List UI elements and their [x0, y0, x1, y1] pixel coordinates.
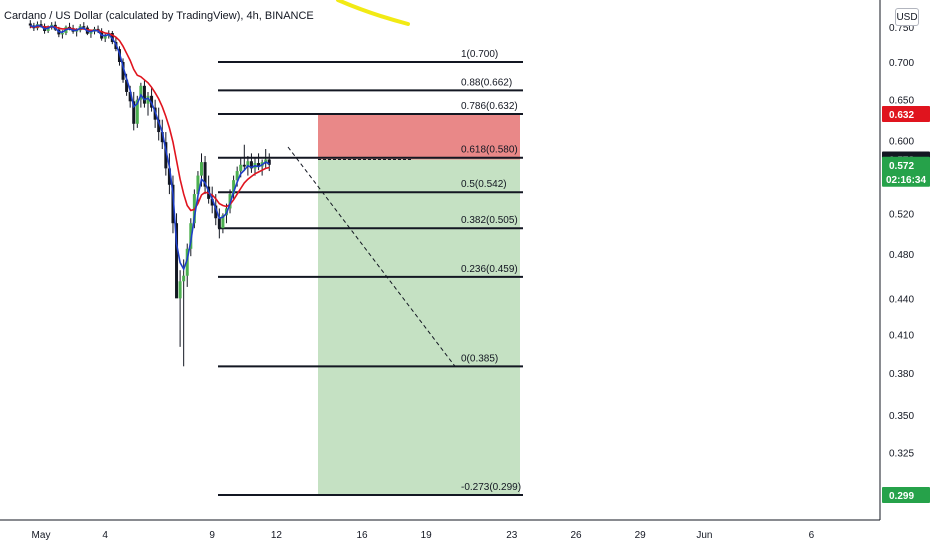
candle-body: [82, 26, 86, 28]
moving-averages: [30, 0, 410, 272]
currency-label: USD: [896, 11, 918, 23]
candle-body: [210, 198, 214, 206]
candle-body: [203, 162, 207, 187]
candle-body: [185, 248, 189, 276]
price-tick-label: 0.350: [889, 411, 914, 422]
time-tick-label: 12: [271, 530, 283, 541]
time-tick-label: 4: [102, 530, 108, 541]
fib-level-label: 1(0.700): [461, 49, 498, 60]
candle-body: [157, 119, 161, 133]
price-axis-bg: [880, 0, 932, 550]
candle-body: [267, 159, 271, 165]
candle-body: [246, 161, 250, 167]
time-tick-label: Jun: [696, 530, 712, 541]
symbol-legend[interactable]: Cardano / US Dollar (calculated by Tradi…: [4, 10, 314, 22]
time-tick-label: May: [32, 530, 51, 541]
countdown-label: 02:16:34: [886, 175, 926, 186]
candle-body: [146, 95, 150, 104]
price-tick-label: 0.410: [889, 330, 914, 341]
candle-body: [217, 218, 221, 229]
candle-body: [28, 23, 32, 26]
ma-blue-line: [30, 24, 270, 272]
candle-body: [182, 275, 186, 282]
candle-body: [132, 101, 136, 124]
price-badge-label: 0.299: [889, 491, 914, 502]
candle-body: [196, 175, 200, 195]
candle-body: [232, 180, 236, 195]
candle-body: [257, 163, 261, 167]
symbol-title: Cardano / US Dollar (calculated by Tradi…: [4, 10, 314, 22]
candle-body: [239, 164, 243, 172]
candle-body: [242, 164, 246, 167]
price-badge-label: 0.572: [889, 161, 914, 172]
price-badge-label: 0.632: [889, 110, 914, 121]
fib-level-label: 0(0.385): [461, 353, 498, 364]
time-axis-bg: [0, 520, 932, 550]
price-tick-label: 0.520: [889, 209, 914, 220]
price-badge: [882, 156, 930, 187]
take-profit-zone: [318, 159, 520, 496]
candle-body: [121, 62, 125, 80]
price-tick-label: 0.440: [889, 294, 914, 305]
fib-level-label: 0.786(0.632): [461, 101, 518, 112]
fib-level-label: 0.382(0.505): [461, 215, 518, 226]
fibonacci-retracement[interactable]: 1(0.700) 0.88(0.662) 0.786(0.632) 0.618(0.5…: [218, 49, 523, 496]
candle-body: [139, 85, 143, 100]
candle-body: [60, 33, 64, 35]
fib-level-label: 0.618(0.580): [461, 145, 518, 156]
price-tick-label: 0.600: [889, 136, 914, 147]
stop-loss-zone: [318, 114, 520, 160]
candle-body: [142, 85, 146, 104]
time-tick-label: 29: [635, 530, 647, 541]
candle-body: [264, 159, 268, 163]
price-tick-label: 0.480: [889, 250, 914, 261]
time-tick-label: 23: [506, 530, 518, 541]
fib-level-label: -0.273(0.299): [461, 482, 521, 493]
fib-trend-line: [287, 146, 456, 367]
candle-body: [175, 223, 179, 299]
candle-body: [214, 205, 218, 219]
price-tick-label: 0.750: [889, 23, 914, 34]
candle-body: [178, 281, 182, 299]
price-tick-label: 0.380: [889, 369, 914, 380]
candle-body: [221, 215, 225, 229]
price-tick-label: 0.700: [889, 58, 914, 69]
price-tick-label: 0.325: [889, 449, 914, 460]
candle-body: [39, 24, 43, 27]
candle-body: [89, 31, 93, 34]
candle-body: [103, 35, 107, 39]
time-tick-label: 26: [570, 530, 582, 541]
price-badge: [882, 487, 930, 503]
candle-body: [167, 168, 171, 185]
fib-level-label: 0.88(0.662): [461, 77, 512, 88]
fib-level-label: 0.236(0.459): [461, 264, 518, 275]
candle-body: [135, 99, 139, 124]
price-tick-label: 0.650: [889, 96, 914, 107]
candle-body: [200, 162, 203, 176]
highlight-stroke: [336, 0, 410, 26]
time-tick-label: 6: [809, 530, 815, 541]
fib-level-label: 0.5(0.542): [461, 179, 507, 190]
candlestick-series: [28, 20, 271, 367]
currency-button[interactable]: USD: [895, 8, 919, 26]
price-badge: [882, 106, 930, 123]
candle-body: [128, 91, 132, 102]
candle-body: [249, 161, 253, 169]
candle-body: [46, 27, 50, 31]
candle-body: [125, 79, 129, 92]
candle-body: [235, 171, 239, 181]
candle-body: [189, 223, 193, 249]
candle-body: [164, 142, 168, 169]
candle-body: [160, 132, 164, 143]
time-tick-label: 16: [356, 530, 368, 541]
time-tick-label: 19: [421, 530, 433, 541]
time-tick-label: 9: [209, 530, 215, 541]
